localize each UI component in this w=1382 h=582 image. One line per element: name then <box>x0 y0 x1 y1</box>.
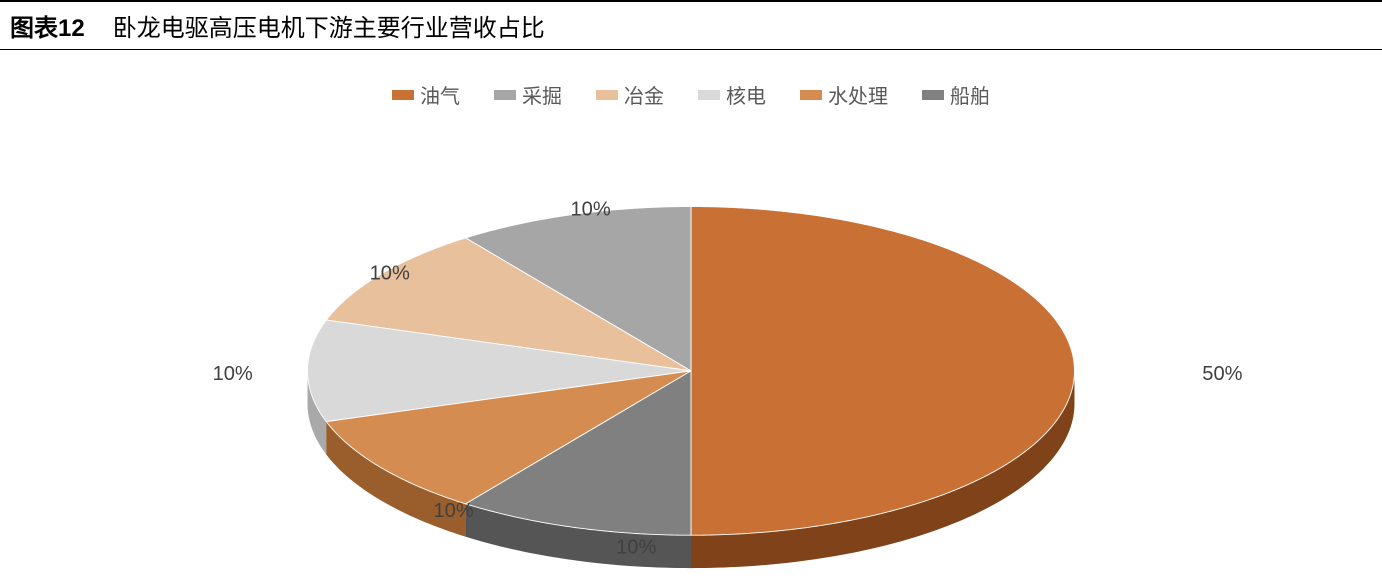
legend-label: 船舶 <box>950 80 990 109</box>
data-label: 10% <box>616 536 656 558</box>
legend-label: 冶金 <box>624 80 664 109</box>
legend-swatch <box>922 90 944 100</box>
legend: 油气 采掘 冶金 核电 水处理 船舶 <box>0 50 1382 109</box>
pie-chart: 50%10%10%10%10%10% <box>191 170 1191 582</box>
legend-swatch <box>800 90 822 100</box>
legend-item: 油气 <box>392 80 460 109</box>
legend-label: 核电 <box>726 80 766 109</box>
legend-swatch <box>698 90 720 100</box>
chart-area: 油气 采掘 冶金 核电 水处理 船舶 50% 10% 10% 10% 10% 10% <box>0 50 1382 570</box>
legend-item: 冶金 <box>596 80 664 109</box>
legend-item: 采掘 <box>494 80 562 109</box>
legend-label: 采掘 <box>522 80 562 109</box>
chart-number: 图表12 <box>10 8 85 43</box>
pie-top <box>308 207 1075 536</box>
legend-item: 水处理 <box>800 80 888 109</box>
legend-item: 核电 <box>698 80 766 109</box>
data-label: 10% <box>370 263 410 285</box>
data-label: 50% <box>1202 363 1242 385</box>
pie-svg: 50%10%10%10%10%10% <box>191 170 1191 582</box>
legend-swatch <box>494 90 516 100</box>
data-label: 10% <box>434 500 474 522</box>
data-label: 10% <box>213 363 253 385</box>
chart-title: 卧龙电驱高压电机下游主要行业营收占比 <box>113 8 545 43</box>
legend-label: 油气 <box>420 80 460 109</box>
data-label: 10% <box>570 199 610 221</box>
legend-item: 船舶 <box>922 80 990 109</box>
legend-label: 水处理 <box>828 80 888 109</box>
legend-swatch <box>392 90 414 100</box>
legend-swatch <box>596 90 618 100</box>
chart-header: 图表12 卧龙电驱高压电机下游主要行业营收占比 <box>0 0 1382 50</box>
